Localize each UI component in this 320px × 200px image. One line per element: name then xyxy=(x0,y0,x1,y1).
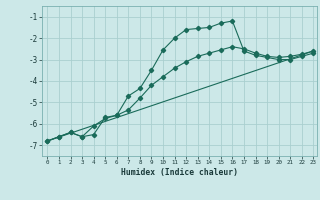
X-axis label: Humidex (Indice chaleur): Humidex (Indice chaleur) xyxy=(121,168,238,177)
